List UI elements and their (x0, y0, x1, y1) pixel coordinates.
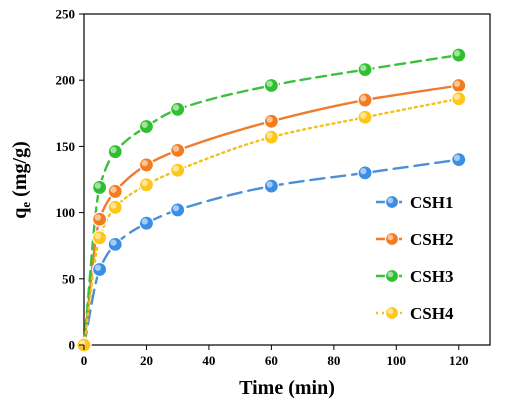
x-axis-ticks: 0 20 40 60 80 100 120 (81, 345, 469, 368)
data-point-csh3 (263, 77, 279, 94)
y-tick-label: 0 (69, 338, 76, 353)
x-axis-title: Time (min) (239, 377, 335, 399)
data-point-csh3 (451, 47, 467, 63)
x-tick-label: 40 (202, 353, 215, 368)
legend-marker-csh3 (384, 268, 400, 284)
legend: CSH1 CSH2 CSH3 CSH4 (376, 193, 454, 323)
data-point-csh4 (357, 109, 373, 125)
data-point-csh4 (107, 199, 123, 215)
x-tick-label: 120 (449, 353, 469, 368)
data-point-csh3 (138, 118, 155, 135)
data-point-csh2 (138, 157, 155, 173)
legend-marker-csh4 (384, 305, 400, 321)
x-tick-label: 20 (140, 353, 153, 368)
data-point-csh1 (138, 215, 155, 231)
legend-label-csh4: CSH4 (410, 304, 454, 323)
data-point-csh3 (107, 144, 123, 160)
data-point-csh1 (170, 202, 186, 218)
y-tick-label: 50 (62, 271, 75, 286)
data-point-csh1 (92, 261, 108, 278)
y-axis-title: qe (mg/g) (9, 141, 33, 218)
data-point-csh2 (451, 77, 467, 94)
data-point-csh4 (263, 129, 279, 145)
data-point-csh2 (92, 211, 108, 227)
fit-curves (82, 53, 460, 347)
data-point-csh1 (107, 236, 123, 252)
plot-area-frame (83, 13, 491, 346)
data-point-csh1 (357, 165, 373, 181)
data-point-csh1 (451, 152, 467, 168)
data-point-csh1 (263, 178, 279, 194)
legend-marker-csh1 (384, 194, 400, 210)
data-point-csh3 (170, 101, 186, 117)
y-tick-label: 250 (56, 7, 76, 22)
x-tick-label: 80 (327, 353, 340, 368)
x-tick-label: 100 (387, 353, 407, 368)
data-point-csh4 (451, 91, 467, 107)
data-markers (76, 47, 467, 353)
data-point-csh2 (263, 113, 279, 129)
y-tick-label: 100 (56, 205, 76, 220)
data-point-csh4 (138, 177, 155, 193)
data-point-csh3 (92, 179, 108, 196)
data-point-csh4 (92, 230, 108, 246)
data-point-csh2 (170, 142, 186, 158)
series-line-csh3 (82, 53, 460, 347)
data-point-csh2 (107, 183, 123, 200)
legend-label-csh3: CSH3 (410, 267, 453, 286)
y-tick-label: 200 (56, 73, 76, 88)
y-axis-ticks: 0 50 100 150 200 250 (56, 7, 84, 353)
legend-marker-csh2 (384, 231, 400, 247)
x-tick-label: 0 (81, 353, 88, 368)
data-point-csh2 (357, 92, 373, 108)
data-point-csh4 (170, 162, 186, 178)
legend-label-csh1: CSH1 (410, 193, 453, 212)
data-point-csh3 (357, 62, 373, 78)
x-tick-label: 60 (265, 353, 278, 368)
legend-label-csh2: CSH2 (410, 230, 453, 249)
y-tick-label: 150 (56, 139, 76, 154)
